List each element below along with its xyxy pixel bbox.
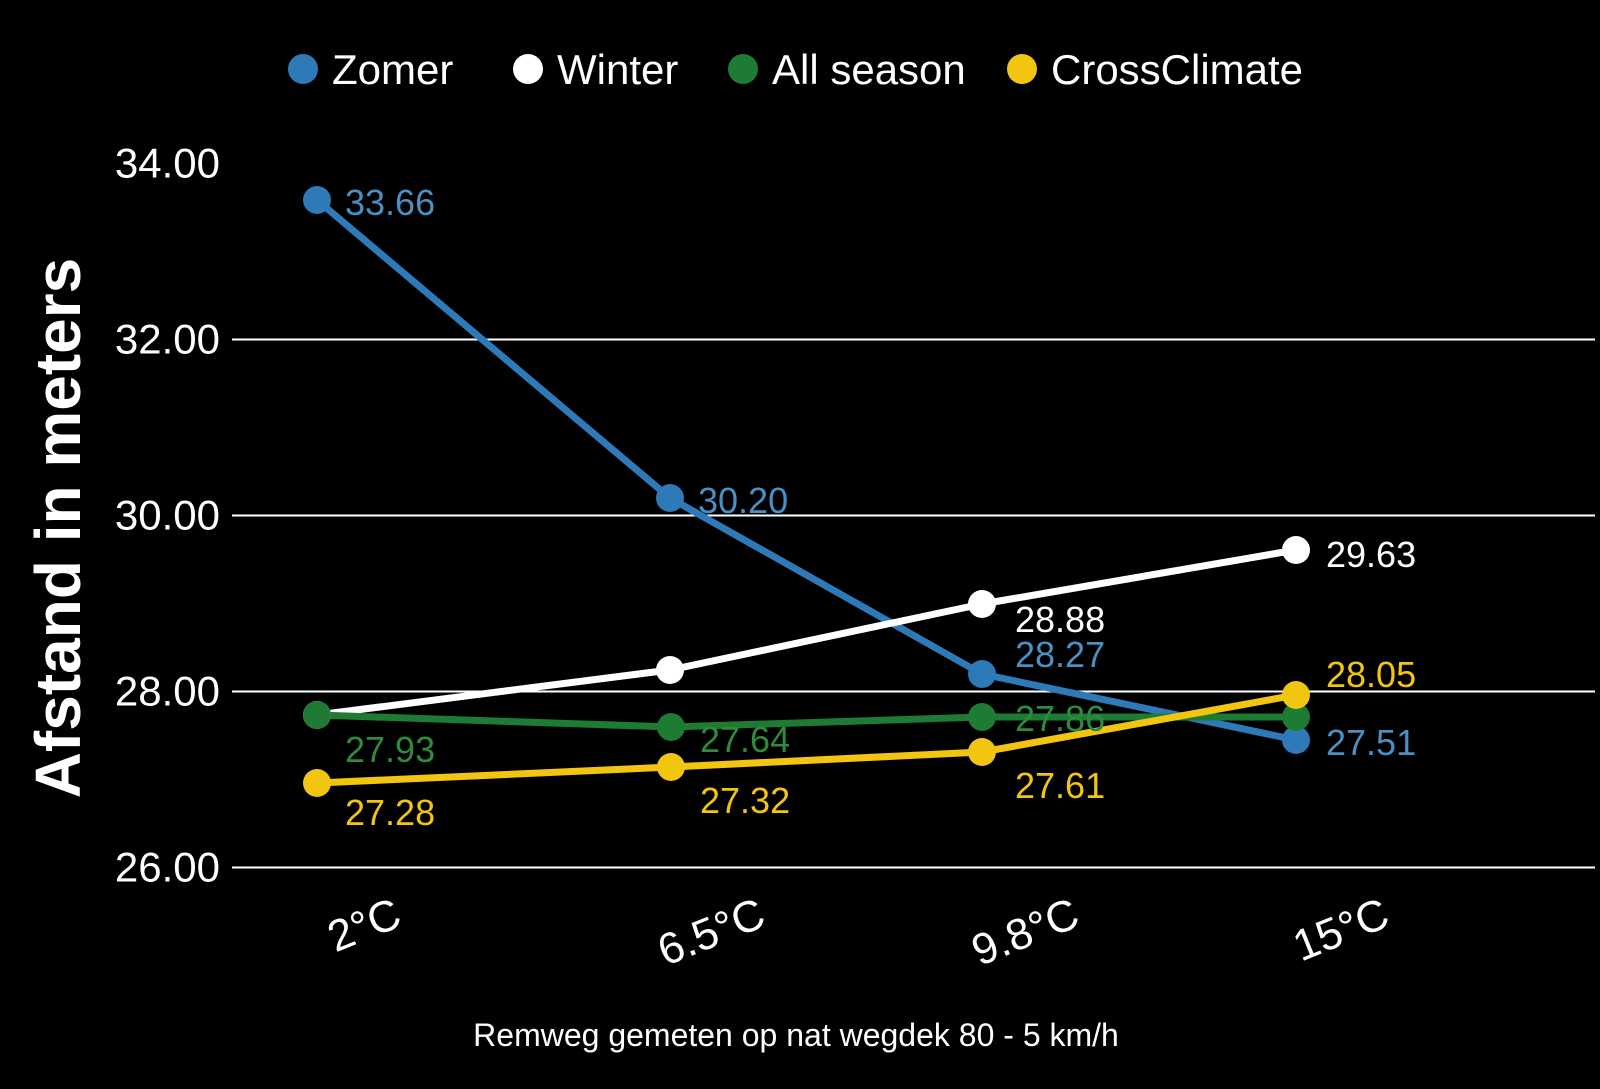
svg-text:28.88: 28.88 <box>1015 599 1105 640</box>
svg-text:27.93: 27.93 <box>345 729 435 770</box>
svg-text:CrossClimate: CrossClimate <box>1051 46 1303 93</box>
svg-text:27.61: 27.61 <box>1015 765 1105 806</box>
svg-text:30.00: 30.00 <box>115 492 220 539</box>
svg-text:Remweg gemeten op nat wegdek 8: Remweg gemeten op nat wegdek 80 - 5 km/h <box>473 1017 1119 1053</box>
svg-text:34.00: 34.00 <box>115 140 220 187</box>
svg-text:29.63: 29.63 <box>1326 534 1416 575</box>
svg-text:Zomer: Zomer <box>332 46 453 93</box>
svg-text:33.66: 33.66 <box>345 182 435 223</box>
svg-text:26.00: 26.00 <box>115 844 220 891</box>
svg-text:28.27: 28.27 <box>1015 634 1105 675</box>
svg-text:Winter: Winter <box>557 46 678 93</box>
svg-text:32.00: 32.00 <box>115 316 220 363</box>
svg-text:All season: All season <box>772 46 966 93</box>
svg-text:27.32: 27.32 <box>700 780 790 821</box>
svg-text:30.20: 30.20 <box>698 480 788 521</box>
svg-text:28.05: 28.05 <box>1326 654 1416 695</box>
svg-text:27.28: 27.28 <box>345 792 435 833</box>
svg-text:28.00: 28.00 <box>115 668 220 715</box>
svg-text:27.86: 27.86 <box>1015 698 1105 739</box>
svg-text:Afstand in meters: Afstand in meters <box>22 258 94 799</box>
svg-text:27.64: 27.64 <box>700 719 790 760</box>
svg-text:27.51: 27.51 <box>1326 722 1416 763</box>
